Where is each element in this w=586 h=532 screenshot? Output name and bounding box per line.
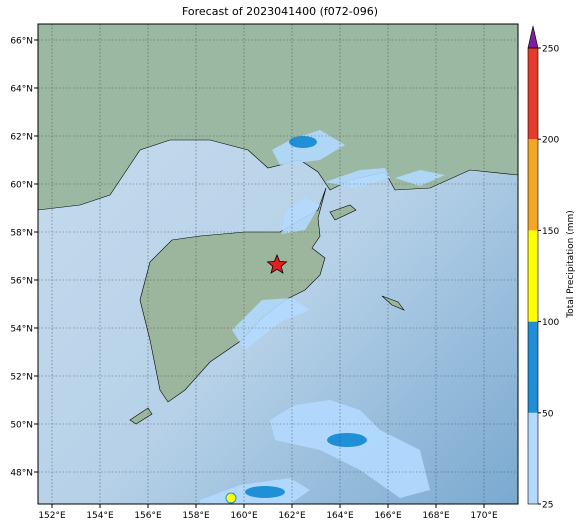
precip-area — [395, 170, 445, 186]
colorbar-tick-label: 50 — [542, 409, 554, 419]
kamchatka — [139, 187, 327, 403]
lon-label: 156°E — [134, 511, 162, 521]
lon-label: 162°E — [278, 511, 306, 521]
mainland — [38, 24, 518, 211]
lon-label: 152°E — [38, 511, 66, 521]
precip-area — [289, 136, 317, 148]
map-title: Forecast of 2023041400 (f072-096) — [182, 5, 378, 18]
location-star — [266, 253, 288, 274]
lat-label: 56°N — [10, 277, 33, 287]
axis-labels: 66°N 64°N 62°N 60°N 58°N 56°N 54°N 52°N 50°N 48°N… — [10, 37, 498, 522]
colorbar-tick-label: 200 — [542, 136, 559, 146]
lon-label: 154°E — [86, 511, 114, 521]
island — [129, 407, 153, 425]
lon-label: 164°E — [326, 511, 354, 521]
colorbar-frame — [527, 47, 539, 505]
precip-area — [270, 400, 430, 498]
lon-label: 158°E — [182, 511, 210, 521]
colorbar-tick-label: 25 — [542, 501, 553, 511]
precip-area — [225, 492, 237, 504]
precip-area — [245, 486, 285, 498]
colorbar-segment — [528, 139, 538, 231]
precip-area — [282, 198, 320, 234]
lat-label: 54°N — [10, 325, 33, 335]
map-frame — [37, 23, 519, 505]
lat-label: 64°N — [10, 85, 33, 95]
colorbar-tick-label: 250 — [542, 45, 559, 55]
colorbar-tick-label: 150 — [542, 227, 559, 237]
lon-label: 166°E — [374, 511, 402, 521]
colorbar-segment — [528, 230, 538, 322]
precip-area — [232, 298, 310, 350]
lat-label: 66°N — [10, 37, 33, 47]
precip-area — [327, 433, 367, 447]
colorbar-segment — [528, 321, 538, 413]
colorbar-extension — [527, 25, 539, 49]
island — [329, 204, 357, 221]
lat-label: 60°N — [10, 181, 33, 191]
lat-label: 48°N — [10, 469, 33, 479]
lat-label: 62°N — [10, 133, 33, 143]
colorbar-segment — [528, 48, 538, 140]
lon-label: 170°E — [470, 511, 498, 521]
lat-label: 58°N — [10, 229, 33, 239]
map-area — [38, 24, 518, 504]
precip-area — [325, 168, 390, 188]
graticule — [38, 24, 518, 504]
colorbar-label: Total Precipitation (mm) — [566, 210, 576, 319]
island — [381, 295, 405, 311]
colorbar-segment — [528, 412, 538, 504]
lat-label: 52°N — [10, 373, 33, 383]
lat-label: 50°N — [10, 421, 33, 431]
colorbar-tick-label: 100 — [542, 318, 559, 328]
colorbar: 25 50 100 150 200 250 — [527, 25, 559, 511]
lon-label: 168°E — [422, 511, 450, 521]
lon-label: 160°E — [230, 511, 258, 521]
